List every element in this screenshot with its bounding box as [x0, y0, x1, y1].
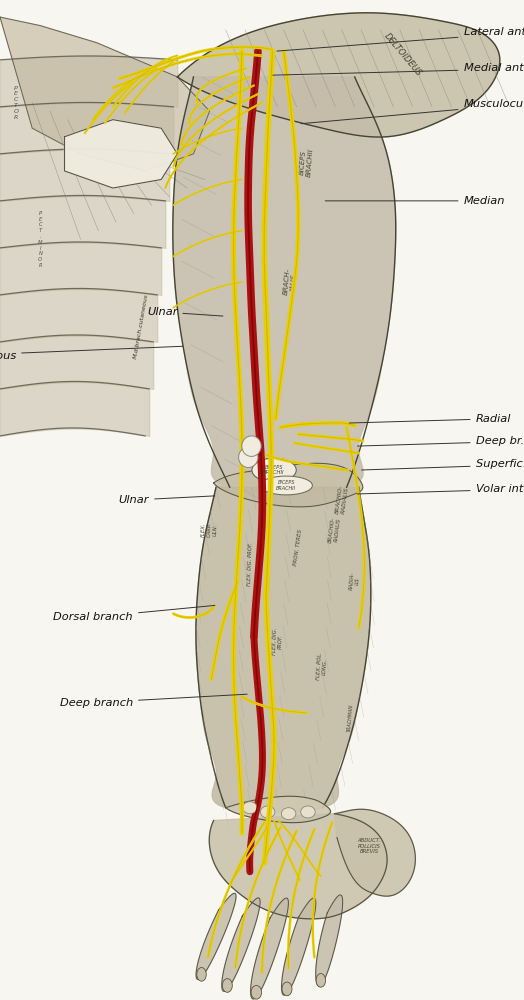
Polygon shape — [64, 120, 177, 188]
Text: Dorsal branch: Dorsal branch — [53, 605, 215, 622]
Text: FLEX. DIG. PROF.: FLEX. DIG. PROF. — [247, 542, 253, 586]
Polygon shape — [196, 487, 371, 812]
Text: P
E
C
T
.
M
I
N
O
R: P E C T . M I N O R — [38, 211, 42, 268]
Text: BICEPS
BRACHII: BICEPS BRACHII — [299, 148, 314, 177]
Ellipse shape — [251, 985, 261, 999]
Text: Deep br. of radial: Deep br. of radial — [357, 436, 524, 446]
Text: FLEX. DIG.
PROF.: FLEX. DIG. PROF. — [272, 627, 284, 655]
Polygon shape — [196, 893, 236, 979]
Polygon shape — [173, 77, 396, 492]
Text: Med. antibrach. cutaneous: Med. antibrach. cutaneous — [0, 346, 183, 361]
Text: Deep branch: Deep branch — [60, 694, 247, 708]
Polygon shape — [316, 895, 343, 986]
Ellipse shape — [260, 476, 312, 495]
Polygon shape — [222, 898, 260, 991]
Text: Medial anterior thoracic: Medial anterior thoracic — [273, 63, 524, 75]
Text: Ulnar: Ulnar — [147, 307, 223, 317]
Text: FLEX.
CARP.
ULN.: FLEX. CARP. ULN. — [201, 522, 218, 538]
Text: Ulnar: Ulnar — [119, 495, 215, 505]
Text: Radial: Radial — [350, 414, 511, 424]
Polygon shape — [250, 898, 288, 999]
Ellipse shape — [197, 968, 206, 981]
Text: Superfic. br. of radial: Superfic. br. of radial — [362, 459, 524, 470]
Ellipse shape — [252, 458, 296, 482]
Text: PRON. TERES: PRON. TERES — [293, 528, 303, 566]
Text: P
E
C
T
O
R: P E C T O R — [14, 86, 18, 120]
Ellipse shape — [281, 808, 296, 820]
Ellipse shape — [316, 974, 325, 987]
Text: BRACHIO-
RADIALIS: BRACHIO- RADIALIS — [335, 485, 350, 515]
Polygon shape — [334, 809, 416, 896]
Text: M.d.brach.cutaneous: M.d.brach.cutaneous — [133, 294, 149, 359]
Ellipse shape — [282, 982, 292, 996]
Text: TRACHMAN: TRACHMAN — [347, 704, 354, 732]
Ellipse shape — [222, 979, 232, 992]
Text: Musculocutaneous: Musculocutaneous — [301, 99, 524, 124]
Text: RADIA-
LIS: RADIA- LIS — [348, 572, 361, 591]
Polygon shape — [281, 898, 316, 995]
Text: Volar interosseous: Volar interosseous — [357, 484, 524, 494]
Circle shape — [238, 447, 258, 468]
Polygon shape — [214, 463, 363, 507]
Text: FLEX. POL.
LONG.: FLEX. POL. LONG. — [316, 652, 329, 681]
Text: BRACHIO-
RADIALIS: BRACHIO- RADIALIS — [328, 516, 342, 543]
Polygon shape — [0, 17, 210, 171]
Ellipse shape — [243, 802, 257, 814]
Text: ABDUCT.
POLLICIS
BREVIS: ABDUCT. POLLICIS BREVIS — [358, 838, 381, 854]
Ellipse shape — [301, 806, 315, 818]
Text: DELTOIDEUS: DELTOIDEUS — [383, 31, 423, 78]
Text: Lateral anterior thoracic: Lateral anterior thoracic — [277, 27, 524, 51]
Circle shape — [242, 436, 261, 456]
Ellipse shape — [260, 806, 275, 818]
Polygon shape — [209, 814, 387, 919]
Text: BICEPS
BRACHII: BICEPS BRACHII — [276, 480, 296, 491]
Polygon shape — [226, 796, 331, 823]
Text: BRACH-
IALIS: BRACH- IALIS — [282, 268, 298, 296]
Polygon shape — [177, 13, 500, 137]
Text: BICEPS
BRACHII: BICEPS BRACHII — [264, 465, 285, 475]
Text: Median: Median — [325, 196, 505, 206]
